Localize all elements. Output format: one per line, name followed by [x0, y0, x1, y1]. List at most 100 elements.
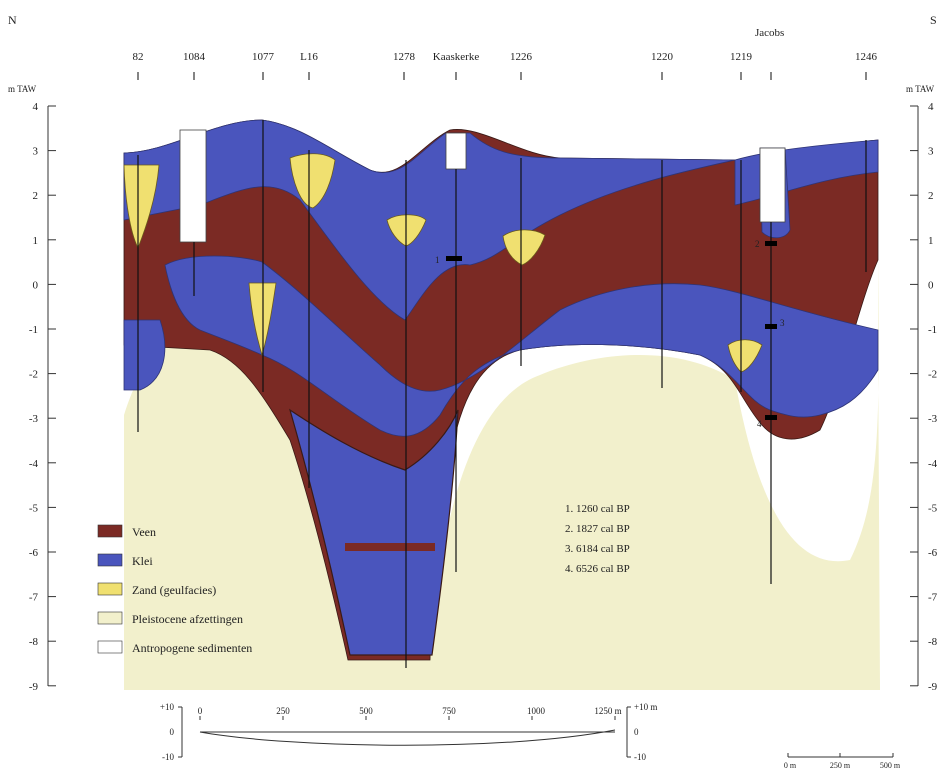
zand-fill [727, 339, 763, 373]
legend-label: Veen [132, 525, 156, 539]
axis-tick-label: 0 [33, 279, 39, 291]
legend-swatch-klei [97, 553, 123, 567]
axis-tick-label: -2 [928, 369, 937, 381]
legend-swatch-veen [97, 524, 123, 538]
axis-tick-label: -5 [928, 502, 938, 514]
borehole-label: 1077 [252, 51, 275, 63]
axis-tick-label: -1 [928, 324, 937, 336]
profile-x-tick: 500 [359, 706, 373, 716]
dating-point-label: 3 [780, 318, 785, 328]
site-label-jacobs: Jacobs [755, 27, 784, 39]
date-entry: 2. 1827 cal BP [565, 523, 630, 535]
axis-tick-label: -7 [29, 592, 39, 604]
axis-tick-label: 3 [928, 146, 934, 158]
borehole-label: 1246 [855, 51, 878, 63]
profile-y-left: 0 [170, 727, 175, 737]
antropogene-block [445, 132, 467, 170]
legend-label: Pleistocene afzettingen [132, 612, 243, 626]
profile-y-left: -10 [162, 752, 174, 762]
axis-unit-right: m TAW [906, 84, 935, 94]
axis-tick-label: -2 [29, 369, 38, 381]
axis-tick-label: -3 [29, 413, 39, 425]
borehole-label: Kaaskerke [433, 51, 480, 63]
borehole-label: 1220 [651, 51, 674, 63]
antropogene-block [759, 147, 786, 223]
north-label: N [8, 13, 17, 27]
borehole-label: 1226 [510, 51, 533, 63]
axis-tick-label: -9 [928, 681, 938, 693]
dating-point-label: 2 [755, 239, 760, 249]
dating-markers [446, 241, 777, 420]
profile-x-tick: 250 [276, 706, 290, 716]
legend-label: Antropogene sedimenten [132, 641, 252, 655]
scale-label: 250 m [830, 761, 851, 770]
axis-tick-label: -4 [29, 458, 39, 470]
axis-unit-left: m TAW [8, 84, 37, 94]
dating-marker [446, 256, 462, 261]
axis-tick-label: -9 [29, 681, 39, 693]
veen-layer [123, 119, 879, 661]
radiocarbon-dates: 1. 1260 cal BP 2. 1827 cal BP 3. 6184 ca… [565, 503, 630, 575]
legend-swatch-zand [97, 582, 123, 596]
antropogene-block [179, 129, 207, 243]
legend-label: Zand (geulfacies) [132, 583, 216, 597]
axis-tick-label: -8 [29, 636, 39, 648]
profile-x-tick: 1000 [527, 706, 546, 716]
date-entry: 1. 1260 cal BP [565, 503, 630, 515]
axis-tick-label: -4 [928, 458, 938, 470]
borehole-label: 1084 [183, 51, 206, 63]
profile-x-tick: 1250 m [594, 706, 621, 716]
borehole-label: L16 [300, 51, 318, 63]
klei-left-tongue [123, 319, 166, 391]
axis-tick-label: -8 [928, 636, 938, 648]
axis-tick-label: 2 [928, 190, 934, 202]
date-entry: 3. 6184 cal BP [565, 543, 630, 555]
axis-tick-label: -1 [29, 324, 38, 336]
zand-fill [289, 153, 336, 209]
dating-point-label: 4 [757, 419, 762, 429]
axis-tick-label: -6 [29, 547, 39, 559]
axis-tick-label: -7 [928, 592, 938, 604]
legend-swatch-antropogene [97, 640, 123, 654]
legend-swatch-pleistocene [97, 611, 123, 625]
profile-x-tick: 0 [198, 706, 203, 716]
antropogene-sediments [179, 129, 786, 243]
legend: Veen Klei Zand (geulfacies) Pleistocene … [97, 524, 252, 655]
borehole-label: 82 [133, 51, 144, 63]
axis-tick-label: 1 [33, 235, 39, 247]
borehole-labels: 82 1084 1077 L16 1278 Kaaskerke 1226 122… [133, 51, 878, 63]
south-label: S [930, 13, 937, 27]
scale-label: 500 m [880, 761, 901, 770]
legend-label: Klei [132, 554, 153, 568]
zand-fill [502, 229, 546, 266]
scale-bar: 0 m 250 m 500 m [784, 753, 901, 770]
borehole-tick-marks [137, 72, 867, 80]
veen-thin-band [345, 543, 435, 551]
date-entry: 4. 6526 cal BP [565, 563, 630, 575]
borehole-lines [137, 120, 867, 668]
scale-label: 0 m [784, 761, 797, 770]
profile-y-right: -10 [634, 752, 646, 762]
axis-tick-label: -3 [928, 413, 938, 425]
profile-y-right: 0 [634, 727, 639, 737]
dating-marker [765, 415, 777, 420]
dating-marker [765, 324, 777, 329]
profile-y-left: +10 [160, 702, 175, 712]
klei-deep-channel [288, 408, 459, 656]
axis-tick-label: 4 [928, 101, 934, 113]
axis-tick-label: 2 [33, 190, 39, 202]
borehole-label: 1219 [730, 51, 753, 63]
dating-point-label: 1 [435, 255, 440, 265]
axis-tick-label: 0 [928, 279, 934, 291]
axis-tick-label: 4 [33, 101, 39, 113]
profile-curve [199, 729, 616, 746]
dating-marker [765, 241, 777, 246]
borehole-label: 1278 [393, 51, 416, 63]
axis-tick-label: -6 [928, 547, 938, 559]
profile-inset: 0 250 500 750 1000 1250 m +10 0 -10 +10 … [160, 702, 657, 762]
profile-x-tick: 750 [442, 706, 456, 716]
axis-tick-label: -5 [29, 502, 39, 514]
profile-y-right: +10 m [634, 702, 657, 712]
